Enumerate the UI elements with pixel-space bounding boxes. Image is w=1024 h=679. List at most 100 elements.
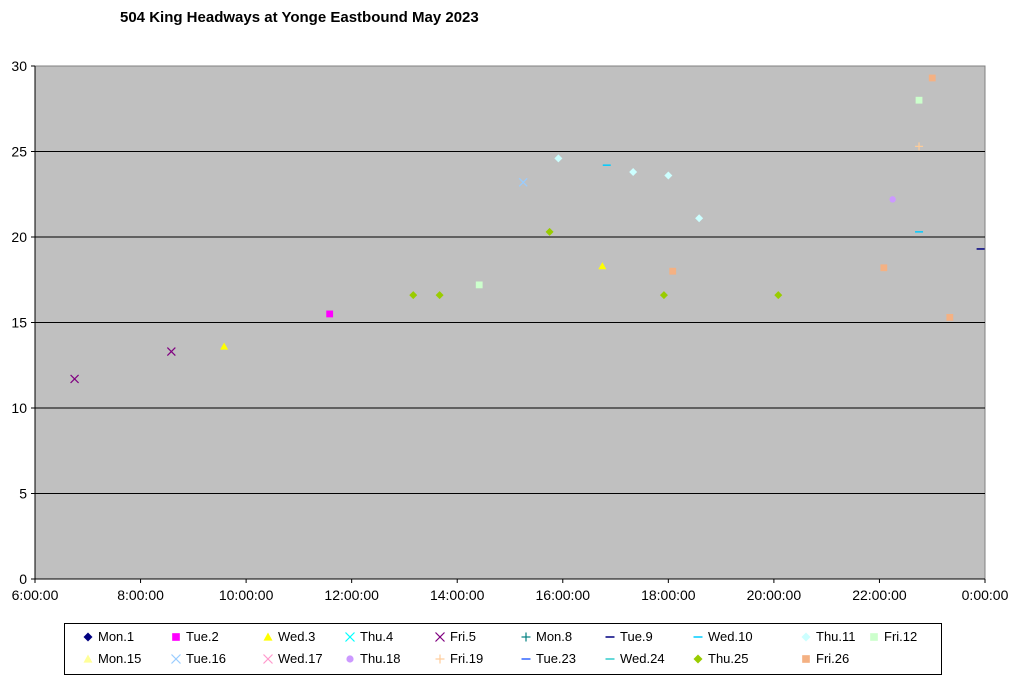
legend-label: Wed.24 <box>620 651 665 666</box>
legend-marker-shape <box>870 632 878 641</box>
legend-label: Thu.25 <box>708 651 749 666</box>
legend-marker <box>605 635 615 638</box>
x-tick-label: 16:00:00 <box>536 587 591 603</box>
legend-label: Wed.3 <box>278 629 316 644</box>
legend-item: Thu.11 <box>799 629 856 644</box>
legend-marker <box>521 657 531 660</box>
data-point <box>70 374 80 384</box>
legend-label: Tue.9 <box>620 629 653 644</box>
legend-item: Wed.17 <box>261 651 323 666</box>
legend-marker-shape <box>172 632 180 641</box>
legend-marker <box>172 632 180 641</box>
legend-item: Wed.3 <box>261 629 315 644</box>
legend-item: Thu.25 <box>691 651 748 666</box>
data-point <box>915 142 924 151</box>
data-point <box>409 291 418 300</box>
gridlines <box>35 151 985 494</box>
y-tick-label: 30 <box>11 58 27 74</box>
chart-legend: Mon.1 Tue.2 Wed.3 Thu.4 Fri.5 Mon.8 Tue.9 Wed.1… <box>64 623 942 675</box>
legend-item: Tue.2 <box>169 629 219 644</box>
legend-item: Fri.12 <box>867 629 917 644</box>
legend-marker <box>870 632 878 641</box>
legend-marker <box>83 632 93 641</box>
legend-marker <box>435 654 445 663</box>
data-point <box>598 262 607 270</box>
legend-marker <box>521 632 531 641</box>
legend-marker-shape <box>83 654 93 663</box>
legend-item: Mon.1 <box>81 629 134 644</box>
data-point <box>889 196 896 203</box>
y-tick-label: 20 <box>11 229 27 245</box>
legend-marker <box>346 654 354 663</box>
chart-title: 504 King Headways at Yonge Eastbound May… <box>120 9 479 26</box>
legend-marker <box>693 635 703 638</box>
data-point <box>695 214 704 223</box>
data-point <box>554 154 563 163</box>
x-tick-label: 8:00:00 <box>117 587 164 603</box>
legend-label: Tue.16 <box>186 651 226 666</box>
legend-marker-shape <box>346 654 354 663</box>
legend-marker-shape <box>435 631 445 642</box>
legend-marker <box>171 653 181 664</box>
legend-label: Mon.15 <box>98 651 142 666</box>
legend-marker <box>345 631 355 642</box>
data-point <box>880 264 888 272</box>
legend-label: Mon.1 <box>98 629 135 644</box>
legend-marker <box>802 654 810 663</box>
data-point <box>664 171 673 180</box>
data-point <box>545 227 554 236</box>
data-point <box>946 313 954 321</box>
y-tick-label: 5 <box>19 486 27 502</box>
legend-label: Tue.23 <box>536 651 576 666</box>
legend-label: Wed.17 <box>278 651 323 666</box>
legend-item: Fri.19 <box>433 651 483 666</box>
legend-label: Mon.8 <box>536 629 573 644</box>
axes: 0 5 10 15 20 25 30 6:00:00 8:00:00 10:00:00 12:00:… <box>11 58 1008 603</box>
legend-marker-shape <box>435 654 445 663</box>
legend-item: Fri.26 <box>799 651 849 666</box>
x-tick-label: 22:00:00 <box>852 587 907 603</box>
legend-label: Wed.10 <box>708 629 753 644</box>
legend-label: Thu.11 <box>816 629 856 644</box>
legend-item: Tue.9 <box>603 629 653 644</box>
legend-marker-shape <box>83 632 93 641</box>
x-tick-label: 6:00:00 <box>12 587 59 603</box>
data-point <box>435 291 444 300</box>
legend-label: Tue.2 <box>186 629 219 644</box>
legend-marker <box>263 632 273 641</box>
legend-item: Mon.8 <box>519 629 572 644</box>
legend-item: Thu.18 <box>343 651 400 666</box>
legend-item: Mon.15 <box>81 651 141 666</box>
legend-marker-shape <box>521 632 531 641</box>
data-point <box>518 177 528 187</box>
legend-item: Tue.16 <box>169 651 226 666</box>
data-point <box>629 168 638 177</box>
legend-label: Fri.5 <box>450 629 476 644</box>
legend-marker-shape <box>263 653 273 664</box>
legend-marker-shape <box>801 632 811 641</box>
legend-item: Fri.5 <box>433 629 476 644</box>
data-point <box>326 310 334 318</box>
legend-label: Fri.19 <box>450 651 484 666</box>
data-point <box>928 74 936 82</box>
x-tick-label: 14:00:00 <box>430 587 485 603</box>
data-point <box>220 342 229 350</box>
legend-marker <box>693 654 703 663</box>
x-tick-label: 18:00:00 <box>641 587 696 603</box>
legend-marker <box>801 632 811 641</box>
data-point <box>669 267 677 275</box>
legend-marker-shape <box>345 631 355 642</box>
data-point <box>915 96 923 104</box>
legend-label: Fri.12 <box>884 629 918 644</box>
legend-marker <box>435 631 445 642</box>
data-points <box>70 74 985 384</box>
y-tick-label: 10 <box>11 400 27 416</box>
data-point <box>475 281 483 289</box>
legend-label: Fri.26 <box>816 651 850 666</box>
legend-item: Tue.23 <box>519 651 576 666</box>
y-tick-label: 25 <box>11 144 27 160</box>
data-point <box>774 291 783 300</box>
legend-item: Thu.4 <box>343 629 393 644</box>
legend-marker-shape <box>802 654 810 663</box>
y-tick-label: 0 <box>19 571 27 587</box>
